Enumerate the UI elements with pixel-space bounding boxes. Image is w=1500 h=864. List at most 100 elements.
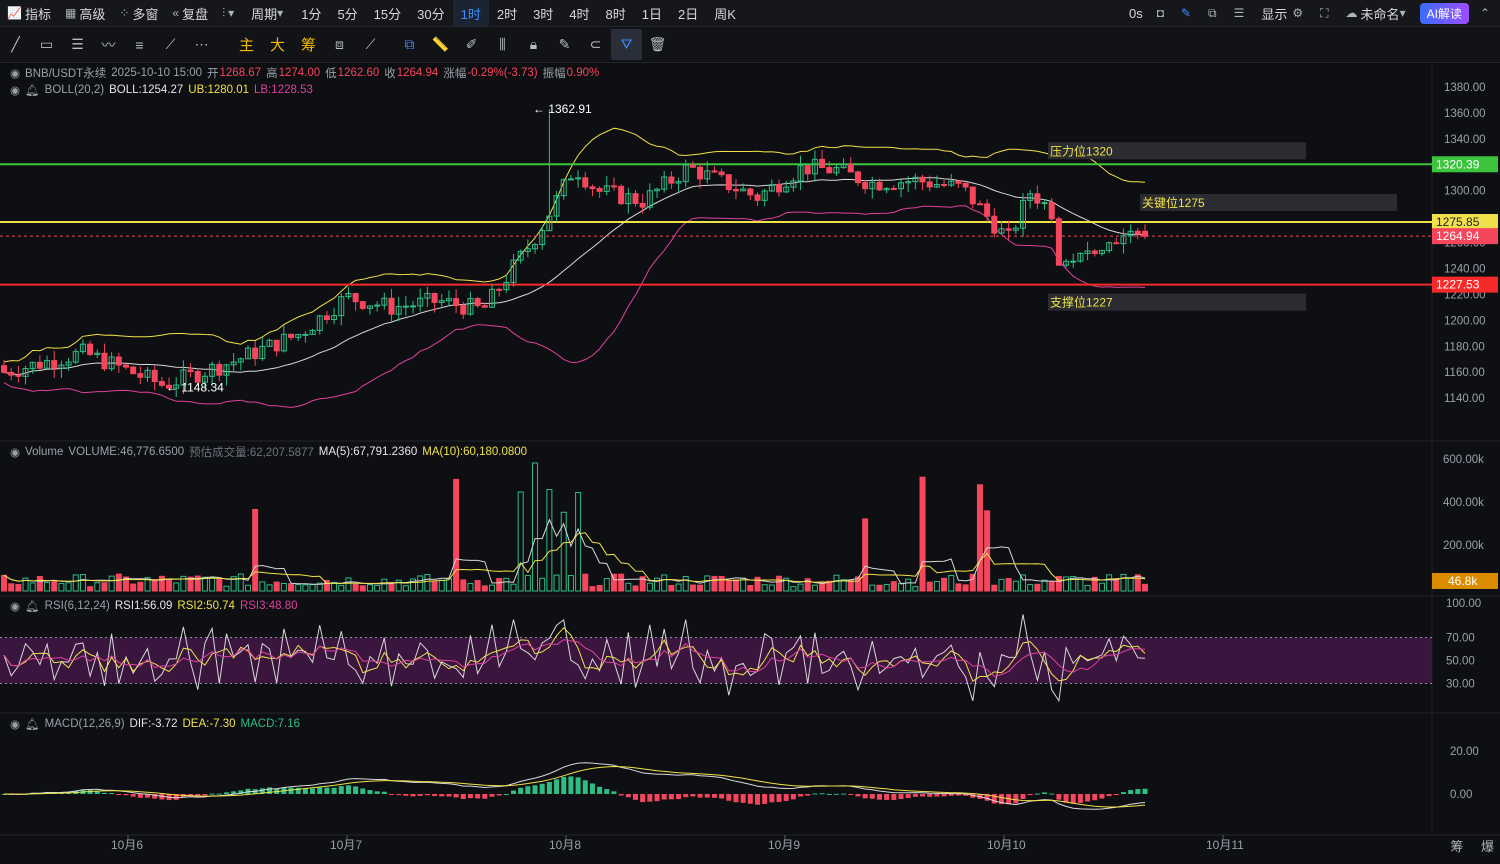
chip-button[interactable]: 筹 [293, 29, 324, 60]
macd-histogram-bar [489, 794, 495, 797]
change-value: -0.29%(-3.73) [467, 67, 538, 79]
indicators-button[interactable]: 📈 指标 [0, 0, 58, 26]
more-tools[interactable]: ⋯ [186, 29, 217, 60]
timeframe-2[interactable]: 15分 [373, 6, 402, 22]
macd-histogram-bar [532, 785, 538, 794]
boll-name[interactable]: BOLL(20,2) [44, 84, 105, 96]
timeframe-11[interactable]: 周K [714, 6, 736, 22]
chart-type-button[interactable]: ⫶ ▾ [215, 0, 244, 26]
chip-corner-button[interactable]: 筹 [1450, 839, 1464, 854]
timeframe-8[interactable]: 8时 [605, 6, 626, 22]
timeframe-4[interactable]: 1时 [452, 0, 489, 26]
volume-name[interactable]: Volume [25, 446, 64, 458]
filter-tool[interactable]: ⛛ [611, 29, 642, 60]
candle-body [984, 203, 991, 217]
fib-tool[interactable]: ≡ [124, 29, 155, 60]
bell-icon[interactable]: 🔔︎ [25, 85, 40, 97]
ruler-tool[interactable]: 📏 [425, 29, 456, 60]
volume-bar [460, 579, 467, 592]
rsi-name[interactable]: RSI(6,12,24) [44, 600, 110, 612]
volume-bar [926, 581, 933, 592]
settings-list-button[interactable]: ☰ [1227, 0, 1255, 26]
note-tool[interactable]: ✎ [549, 29, 580, 60]
low-value: 1262.60 [337, 67, 380, 79]
copy-tool[interactable]: ⧉ [394, 29, 425, 60]
price-axis-label: 1360.00 [1444, 108, 1486, 120]
volume-bar [811, 584, 818, 592]
kline-chart[interactable]: 1380.001360.001340.001300.001260.001240.… [0, 63, 1500, 861]
candle-body [410, 305, 417, 308]
candle-body [158, 381, 165, 386]
eye-icon[interactable]: ◉ [10, 68, 21, 80]
volume-bar [1120, 573, 1127, 592]
volume-bar [366, 584, 373, 592]
x-axis-label: 10月7 [330, 838, 362, 852]
rectangle-tool[interactable]: ▭ [31, 29, 62, 60]
timeframe-7[interactable]: 4时 [569, 6, 590, 22]
period-button[interactable]: 周期 ▾ [244, 0, 293, 26]
timeframe-1[interactable]: 5分 [337, 6, 358, 22]
volume-bar [237, 573, 244, 592]
display-button[interactable]: 显示 ⚙ [1254, 0, 1313, 26]
timeframe-0[interactable]: 1分 [301, 6, 322, 22]
price-axis-label: 1140.00 [1444, 393, 1485, 405]
main-force-button[interactable]: 主 [231, 29, 262, 60]
candle-body [1048, 202, 1055, 220]
draw-button[interactable]: ✎ [1174, 0, 1201, 26]
timeframe-6[interactable]: 3时 [533, 6, 554, 22]
eye-icon[interactable]: ◉ [10, 601, 21, 613]
volume-bar [682, 575, 689, 592]
volume-bar [309, 584, 316, 592]
lock-tool[interactable]: 🔒︎ [518, 29, 549, 60]
big-order-button[interactable]: 大 [262, 29, 293, 60]
macd-histogram-bar [331, 787, 337, 794]
candle-body [1012, 227, 1019, 231]
ray-icon: ⟋ [165, 36, 176, 52]
sync-tool[interactable]: ⧈ [324, 29, 355, 60]
eye-icon[interactable]: ◉ [10, 719, 21, 731]
chart-area[interactable]: 1380.001360.001340.001300.001260.001240.… [0, 63, 1500, 861]
bell-icon[interactable]: 🔔︎ [25, 601, 40, 613]
ai-explain-button[interactable]: AI解读 [1419, 2, 1469, 24]
screenshot-button[interactable]: ◘ [1150, 0, 1174, 26]
high-marker: ← 1362.91 [533, 102, 592, 116]
timeframe-10[interactable]: 2日 [678, 6, 699, 22]
ruler-icon: 📏 [431, 36, 450, 52]
volume-bar [244, 584, 251, 592]
trendline-tool[interactable]: ╱ [0, 29, 31, 60]
ray-tool[interactable]: ⟋ [155, 29, 186, 60]
candle-body [72, 351, 79, 363]
bell-icon[interactable]: 🔔︎ [25, 719, 40, 731]
liquidation-corner-button[interactable]: 爆 [1480, 839, 1494, 854]
amplitude-label: 振幅 [542, 68, 566, 80]
fullscreen-button[interactable]: ⛶ [1313, 0, 1338, 26]
delete-tool[interactable]: 🗑︎ [642, 29, 673, 60]
compare-tool[interactable]: ⫼ [487, 29, 518, 60]
wave-tool[interactable]: 〰 [93, 29, 124, 60]
timeframe-5[interactable]: 2时 [496, 6, 518, 22]
eye-icon[interactable]: ◉ [10, 85, 21, 97]
collapse-button[interactable]: ⌃ [1473, 0, 1500, 26]
price-axis-label: 1240.00 [1444, 263, 1486, 275]
layout-name-button[interactable]: ☁ 未命名 ▾ [1339, 0, 1416, 26]
candle-body [187, 369, 194, 373]
candle-body [1106, 242, 1113, 251]
candle-body [424, 292, 431, 299]
magnet-tool[interactable]: ⊂ [580, 29, 611, 60]
macd-name[interactable]: MACD(12,26,9) [44, 718, 125, 730]
advanced-button[interactable]: ▦ 高级 [58, 0, 112, 26]
timeframe-3[interactable]: 30分 [417, 6, 445, 22]
multi-window-button[interactable]: ⁘ 多窗 [112, 0, 165, 26]
parallel-tool[interactable]: ☰ [62, 29, 93, 60]
timeframe-9[interactable]: 1日 [641, 6, 663, 22]
macd-histogram-bar [604, 789, 610, 794]
candle-body [481, 305, 488, 308]
popout-button[interactable]: ⧉ [1201, 0, 1227, 26]
magic-tool[interactable]: ✐ [456, 29, 487, 60]
volume-bar [166, 579, 173, 592]
erase-tool[interactable]: ⟋ [355, 29, 386, 60]
eye-icon[interactable]: ◉ [10, 447, 21, 459]
replay-button[interactable]: «复盘 [165, 0, 215, 26]
volume-bar [790, 586, 797, 592]
macd-histogram-bar [726, 794, 732, 801]
